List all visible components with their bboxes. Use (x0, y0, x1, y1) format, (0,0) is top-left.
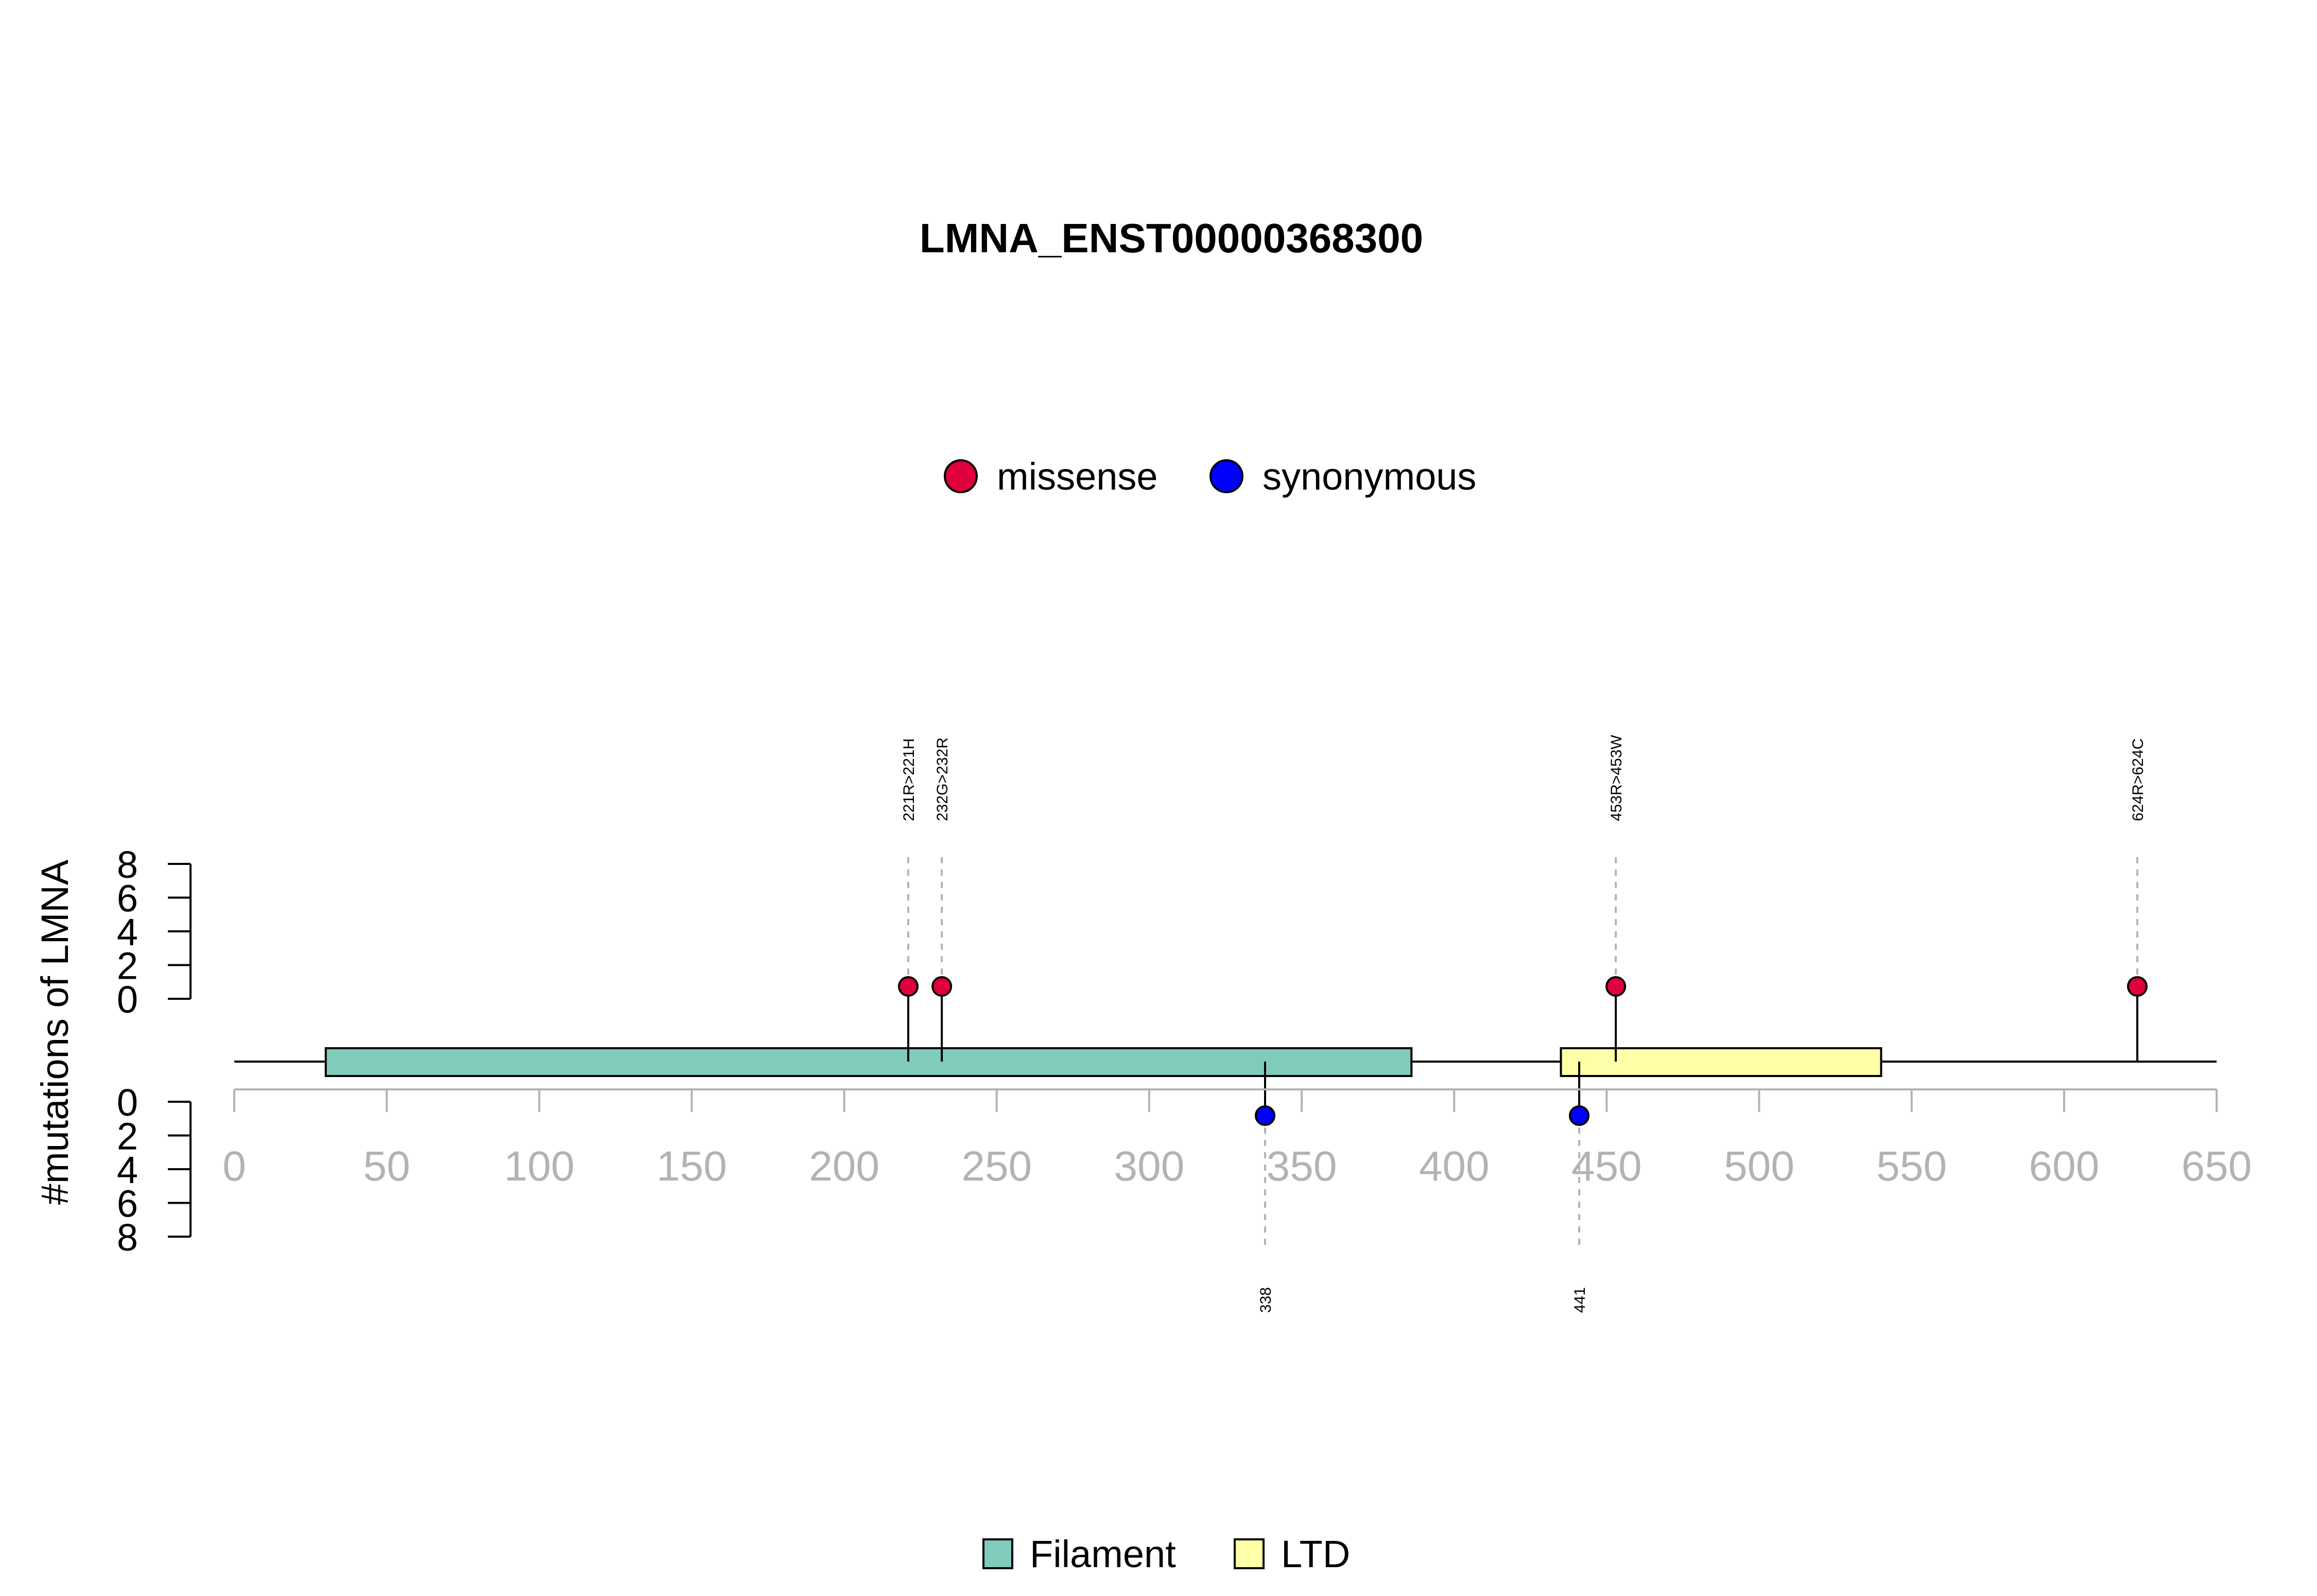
mutation-label-453R>453W: 453R>453W (1608, 735, 1625, 821)
mutation-label-624R>624C: 624R>624C (2130, 738, 2147, 821)
mutation-point-441 (1569, 1105, 1590, 1126)
mutation-label-441: 441 (1571, 1287, 1588, 1313)
chart-title: LMNA_ENST00000368300 (920, 215, 1423, 261)
x-tick-label-400: 400 (1419, 1143, 1490, 1190)
legend-marker-missense (944, 459, 978, 493)
mutation-point-221R>221H (898, 976, 919, 997)
x-tick-label-150: 150 (656, 1143, 727, 1190)
x-tick-label-600: 600 (2029, 1143, 2099, 1190)
mutation-label-338: 338 (1257, 1287, 1274, 1313)
legend-label-Filament: Filament (1030, 1533, 1176, 1575)
mutation-label-232G>232R: 232G>232R (934, 737, 951, 821)
legend-label-synonymous: synonymous (1263, 455, 1476, 498)
y-upper-tick-label-8: 8 (117, 843, 138, 886)
domain-LTD (1560, 1047, 1882, 1077)
x-tick-label-650: 650 (2182, 1143, 2252, 1190)
protein-domains (324, 1047, 1882, 1077)
mutation-guide-lines (907, 857, 2138, 1248)
x-tick-label-550: 550 (1876, 1143, 1947, 1190)
x-tick-label-350: 350 (1267, 1143, 1337, 1190)
legend-swatch-LTD (1234, 1538, 1265, 1569)
y-upper-tick-label-2: 2 (117, 945, 138, 987)
mutation-point-338 (1255, 1105, 1275, 1126)
mutation-points (898, 976, 2148, 1126)
mutation-point-453R>453W (1605, 976, 1627, 997)
y-lower-tick-label-2: 2 (117, 1115, 138, 1158)
legend-swatch-Filament (982, 1538, 1013, 1569)
y-upper-tick-label-4: 4 (117, 911, 138, 953)
y-upper-tick-label-6: 6 (117, 877, 138, 920)
y-axis-label: #mutations of LMNA (33, 859, 76, 1205)
y-upper-tick-label-0: 0 (117, 978, 138, 1021)
x-tick-label-200: 200 (809, 1143, 879, 1190)
mutation-point-624R>624C (2127, 976, 2148, 997)
x-tick-label-50: 50 (364, 1143, 410, 1190)
mutation-legend: missense synonymous (944, 455, 1476, 498)
legend-label-missense: missense (997, 455, 1158, 498)
mutation-labels: 221R>221H 232G>232R 453R>453W 624R>624C 338 4… (901, 735, 2147, 1313)
legend-marker-synonymous (1209, 459, 1243, 493)
domain-legend: Filament LTD (982, 1533, 1350, 1575)
x-tick-label-100: 100 (504, 1143, 575, 1190)
legend-label-LTD: LTD (1281, 1533, 1350, 1575)
x-tick-label-300: 300 (1114, 1143, 1185, 1190)
y-lower-tick-label-0: 0 (117, 1081, 138, 1124)
mutation-point-232G>232R (931, 976, 953, 997)
x-tick-label-250: 250 (961, 1143, 1032, 1190)
x-axis: 0 50 100 150 200 250 300 350 400 450 500 550 600 650 (222, 1088, 2252, 1190)
x-tick-label-0: 0 (222, 1143, 246, 1190)
x-tick-label-500: 500 (1724, 1143, 1794, 1190)
domain-Filament (324, 1047, 1413, 1077)
mutation-label-221R>221H: 221R>221H (901, 738, 918, 821)
y-lower-tick-label-6: 6 (117, 1183, 138, 1225)
y-lower-tick-label-4: 4 (117, 1149, 138, 1191)
x-tick-label-450: 450 (1571, 1143, 1642, 1190)
y-lower-tick-label-8: 8 (117, 1216, 138, 1259)
